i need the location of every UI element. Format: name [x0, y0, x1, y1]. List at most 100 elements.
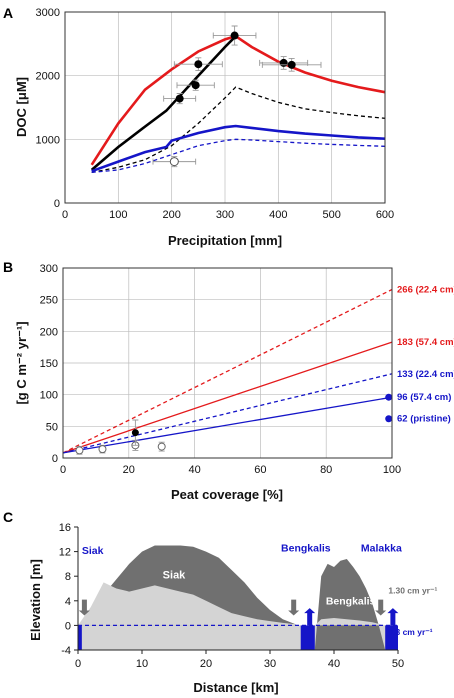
panel-b-series-red-solid — [62, 341, 393, 454]
panel-a-xtick-label: 0 — [62, 209, 68, 221]
panel-a-xtick-label: 300 — [216, 209, 234, 221]
panel-a-series-blue-solid — [91, 124, 386, 173]
panel-b-point — [131, 429, 139, 437]
panel-b-ytick-label: 100 — [40, 390, 58, 402]
panel-b-series-label: 133 (22.4 cm) — [397, 369, 454, 380]
panel-c-plot: Siak Siak Bengkalis Bengkalis Malakka 1.30 cm… — [77, 527, 437, 651]
panel-a-series-black-dashed — [91, 86, 386, 174]
panel-b-letter: B — [3, 259, 13, 275]
panel-a-point — [279, 58, 288, 67]
panel-a-ytick-label: 1000 — [36, 134, 60, 146]
panel-a-series-red-solid — [90, 34, 386, 166]
panel-a-xtick-label: 600 — [376, 209, 394, 221]
panel-c-ytick-label: 12 — [59, 547, 71, 559]
panel-c-water-channel — [385, 625, 398, 650]
panel-c-xtick-label: 20 — [200, 658, 212, 670]
panel-b-plot: 266 (22.4 cm) 183 (57.4 cm) 133 (22.4 cm) 9… — [62, 285, 454, 455]
panel-c-siak-mineral — [78, 582, 296, 626]
panel-c-bengkalis-mineral — [314, 618, 386, 626]
panel-a-series-black-solid — [90, 35, 237, 171]
panel-b-ytick-label: 300 — [40, 263, 58, 275]
panel-a-frame — [64, 11, 386, 204]
panel-b: B 266 (22.4 cm) 183 (57.4 cm) 133 (22.4 cm… — [3, 259, 454, 502]
panel-a-ytick-label: 0 — [54, 198, 60, 210]
panel-c-ytick-label: 4 — [65, 596, 71, 608]
panel-c-bengkalis-dome-label: Bengkalis — [326, 595, 376, 607]
panel-b-xlabel: Peat coverage [%] — [171, 487, 283, 502]
panel-c-xtick-label: 0 — [75, 658, 81, 670]
panel-b-ytick-label: 250 — [40, 295, 58, 307]
panel-c-xtick-label: 30 — [264, 658, 276, 670]
panel-b-xtick-label: 100 — [383, 464, 401, 476]
panel-b-series-label: 266 (22.4 cm) — [397, 285, 454, 296]
panel-b-xtick-label: 60 — [254, 464, 266, 476]
panel-b-xtick-label: 80 — [320, 464, 332, 476]
panel-b-ticks: 0 20 40 60 80 100 0 50 100 150 200 250 300 — [40, 263, 402, 476]
panel-a-point — [191, 81, 200, 90]
panel-a-plot — [90, 25, 386, 174]
panel-c-subsidence-arrow — [288, 599, 300, 616]
panel-c-ytick-label: 8 — [65, 571, 71, 583]
panel-b-frame — [62, 267, 393, 459]
panel-a-ticks: 0 100 200 300 400 500 600 0 1000 2000 3000 — [36, 7, 395, 221]
panel-c-subsidence-rate: 1.30 cm yr⁻¹ — [388, 585, 437, 595]
panel-b-open-point — [98, 445, 107, 454]
panel-b-pristine-label: 62 (pristine) — [397, 414, 451, 425]
panel-c-bengkalis-strait-label: Bengkalis — [281, 543, 331, 555]
panel-b-blue-point — [385, 393, 393, 401]
panel-b-grid — [62, 267, 393, 459]
panel-b-ytick-label: 200 — [40, 326, 58, 338]
panel-c-xlabel: Distance [km] — [193, 680, 278, 695]
panel-c-sealevel-arrow — [304, 608, 316, 626]
panel-c-subsidence-arrow — [375, 599, 387, 616]
panel-b-series-label: 96 (57.4 cm) — [397, 392, 451, 403]
panel-a-point — [175, 94, 184, 103]
panel-b-series-blue-dashed — [62, 373, 393, 454]
panel-a-ytick-label: 2000 — [36, 71, 60, 83]
panel-c-sealevel-arrow — [387, 608, 399, 626]
panel-a-xlabel: Precipitation [mm] — [168, 233, 282, 248]
panel-b-series-red-dashed — [62, 288, 393, 454]
panel-b-blue-point — [385, 415, 393, 423]
panel-b-xtick-label: 0 — [60, 464, 66, 476]
panel-c-ytick-label: 0 — [65, 620, 71, 632]
panel-c-ytick-label: 16 — [59, 522, 71, 534]
panel-c-ticks: 0 10 20 30 40 50 -4 0 4 8 12 16 — [59, 522, 404, 670]
panel-b-xtick-label: 40 — [188, 464, 200, 476]
panel-a-xtick-label: 200 — [162, 209, 180, 221]
panel-a-series-blue-dashed — [91, 138, 386, 174]
panel-c-xtick-label: 10 — [136, 658, 148, 670]
panel-c-sealevel-rate: 0.3 cm yr⁻¹ — [388, 627, 432, 637]
panel-b-ylabel: [g C m⁻² yr⁻¹] — [14, 321, 29, 404]
panel-b-ytick-label: 0 — [52, 453, 58, 465]
panel-b-open-point — [75, 446, 84, 455]
panel-c-xtick-label: 40 — [328, 658, 340, 670]
panel-c-water-channel — [300, 625, 315, 650]
panel-a-ytick-label: 3000 — [36, 7, 60, 19]
panel-c-water-channel — [78, 625, 82, 650]
panel-a-ylabel: DOC [μM] — [14, 77, 29, 137]
panel-a-point — [230, 31, 239, 40]
panel-b-series-blue-solid — [62, 396, 393, 454]
panel-c-siak-river-label: Siak — [82, 545, 104, 557]
panel-c-ylabel: Elevation [m] — [28, 559, 43, 641]
panel-a-point — [287, 60, 296, 69]
panel-a-xtick-label: 100 — [109, 209, 127, 221]
panel-b-series-label: 183 (57.4 cm) — [397, 337, 454, 348]
panel-a-xtick-label: 400 — [269, 209, 287, 221]
panel-a-letter: A — [3, 5, 13, 21]
panel-b-ytick-label: 50 — [46, 421, 58, 433]
panel-b-ytick-label: 150 — [40, 358, 58, 370]
panel-b-xtick-label: 20 — [123, 464, 135, 476]
panel-c-letter: C — [3, 509, 13, 525]
panel-c-bengkalis-peat-dome — [314, 559, 386, 650]
panel-c-xtick-label: 50 — [392, 658, 404, 670]
panel-a: A 0 100 200 300 400 500 600 0 1000 2000 3000 Preci… — [3, 5, 394, 248]
panel-c-ytick-label: -4 — [61, 645, 71, 657]
panel-b-open-point — [157, 442, 166, 451]
panel-a-point — [194, 60, 203, 69]
panel-a-open-point — [169, 157, 179, 167]
panel-c: C Siak Siak Bengkalis Bengkalis Malakka 1.30 … — [3, 509, 437, 695]
panel-a-xtick-label: 500 — [322, 209, 340, 221]
